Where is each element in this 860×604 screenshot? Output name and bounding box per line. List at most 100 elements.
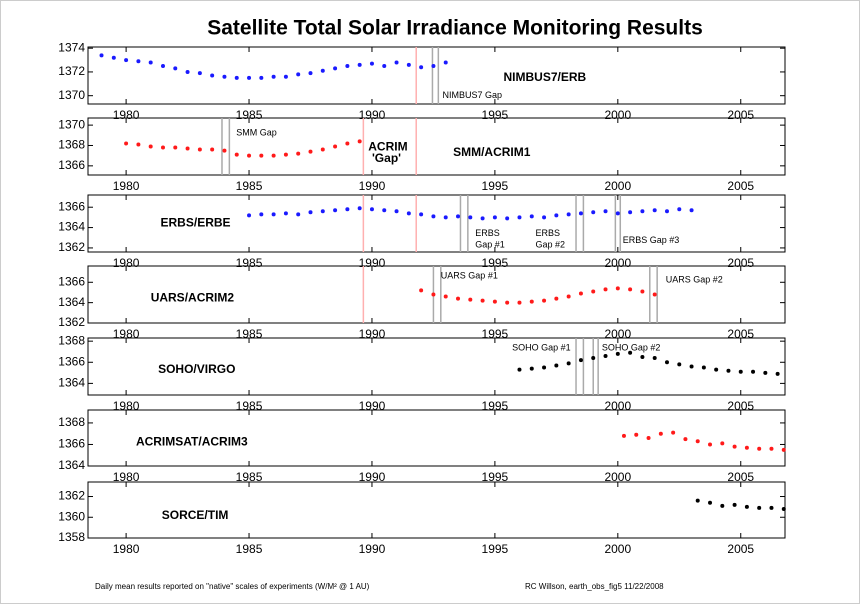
data-point — [708, 500, 713, 505]
x-tick-label: 1990 — [359, 108, 386, 122]
data-point — [443, 60, 448, 65]
data-point — [621, 433, 626, 438]
data-point — [751, 369, 756, 374]
annotation: ACRIM — [368, 140, 407, 154]
x-tick-label: 2000 — [604, 542, 631, 556]
y-tick-label: 1366 — [58, 274, 85, 288]
data-point — [677, 362, 682, 367]
annotation: NIMBUS7 Gap — [443, 90, 503, 100]
y-tick-label: 1374 — [58, 40, 85, 54]
data-point — [566, 361, 571, 366]
data-point — [640, 289, 645, 294]
data-point — [369, 61, 374, 66]
data-point — [646, 436, 651, 440]
data-point — [456, 296, 461, 301]
x-tick-label: 2005 — [727, 179, 754, 193]
data-point — [333, 208, 338, 213]
data-point — [615, 286, 620, 291]
annotation: ERBS — [475, 228, 500, 238]
annotation: ACRIMSAT/ACRIM3 — [136, 434, 248, 448]
data-point — [689, 208, 694, 213]
data-point — [591, 356, 596, 361]
data-point — [406, 62, 411, 67]
data-point — [271, 212, 276, 217]
data-point — [185, 69, 190, 74]
x-tick-label: 1980 — [113, 256, 140, 270]
data-point — [726, 368, 731, 373]
data-point — [671, 430, 676, 435]
annotation: SOHO Gap #2 — [602, 342, 661, 352]
data-point — [382, 208, 387, 213]
data-point — [431, 292, 436, 297]
y-tick-label: 1358 — [58, 530, 85, 544]
x-tick-label: 1995 — [482, 256, 509, 270]
data-point — [148, 144, 153, 149]
data-point — [173, 145, 178, 150]
data-point — [136, 142, 141, 147]
plot-frame — [87, 409, 786, 467]
data-point — [271, 153, 276, 158]
data-point — [443, 215, 448, 220]
data-point — [320, 209, 325, 214]
data-point — [431, 64, 436, 68]
data-point — [456, 214, 461, 219]
x-tick-label: 2005 — [727, 542, 754, 556]
data-point — [333, 66, 338, 71]
data-point — [769, 446, 774, 451]
x-tick-label: 1980 — [113, 542, 140, 556]
data-point — [357, 206, 362, 211]
chart-title: Satellite Total Solar Irradiance Monitor… — [207, 17, 703, 40]
data-point — [394, 209, 399, 214]
data-point — [505, 216, 510, 221]
data-point — [628, 210, 633, 215]
data-point — [357, 62, 362, 67]
y-tick-label: 1368 — [58, 138, 85, 152]
x-tick-label: 2005 — [727, 470, 754, 484]
data-point — [664, 360, 669, 365]
data-point — [566, 294, 571, 299]
data-point — [382, 64, 387, 68]
data-point — [492, 215, 497, 220]
data-point — [222, 148, 227, 153]
y-tick-label: 1368 — [58, 415, 85, 429]
data-point — [468, 297, 473, 302]
plot-frame — [87, 337, 786, 396]
data-point — [308, 149, 313, 154]
data-point — [271, 74, 276, 79]
data-point — [720, 441, 725, 446]
data-point — [210, 73, 215, 78]
data-point — [345, 141, 350, 146]
x-tick-label: 1995 — [482, 179, 509, 193]
annotation: Gap #2 — [535, 239, 565, 249]
data-point — [283, 74, 288, 79]
data-point — [259, 153, 264, 158]
y-tick-label: 1366 — [58, 199, 85, 213]
data-point — [554, 363, 559, 368]
x-tick-label: 1990 — [359, 256, 386, 270]
data-point — [695, 498, 700, 503]
data-point — [517, 300, 522, 305]
data-point — [320, 147, 325, 152]
x-tick-label: 2005 — [727, 256, 754, 270]
data-point — [578, 291, 583, 296]
data-point — [652, 292, 657, 297]
data-point — [173, 66, 178, 71]
data-point — [492, 299, 497, 304]
x-tick-label: 1990 — [359, 470, 386, 484]
data-point — [689, 364, 694, 369]
annotation: SOHO Gap #1 — [512, 342, 571, 352]
data-point — [652, 208, 657, 213]
data-point — [480, 298, 485, 303]
data-point — [517, 367, 522, 372]
y-tick-label: 1366 — [58, 158, 85, 172]
data-point — [296, 72, 301, 77]
data-point — [603, 353, 608, 358]
x-tick-label: 1985 — [236, 108, 263, 122]
x-tick-label: 1985 — [236, 179, 263, 193]
data-point — [554, 296, 559, 301]
data-point — [615, 211, 620, 216]
annotation: ERBS/ERBE — [161, 216, 231, 230]
x-tick-label: 1995 — [482, 542, 509, 556]
plot-frame — [87, 265, 786, 324]
